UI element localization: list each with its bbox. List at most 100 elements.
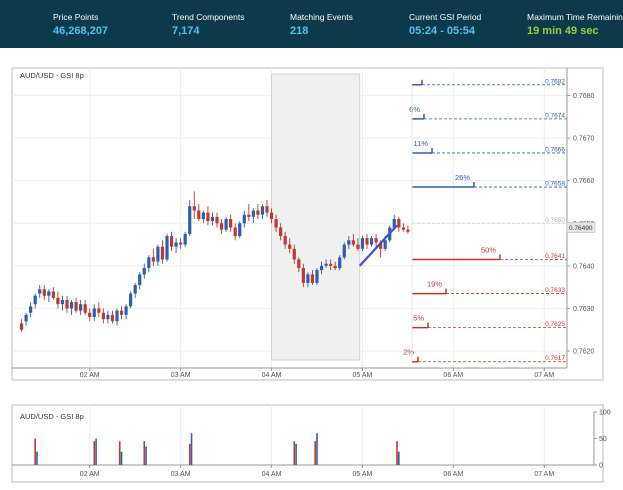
stat-label: Price Points	[53, 12, 99, 22]
volume-bar	[34, 438, 36, 465]
time-tick-label: 02 AM	[80, 372, 100, 379]
price-tick-label: 0.7680	[573, 93, 595, 100]
candle-body	[115, 310, 119, 322]
candle-body	[192, 206, 196, 211]
candle-body	[147, 257, 151, 268]
candle-body	[283, 236, 287, 245]
candle-body	[210, 216, 215, 222]
candle-body	[38, 289, 42, 294]
candle-body	[333, 265, 337, 268]
time-tick-label: 04 AM	[262, 372, 282, 379]
candle-body	[406, 229, 410, 232]
candle-body	[256, 210, 260, 215]
stat-label: Maximum Time Remaining	[527, 12, 623, 22]
projection-down-percent: 50%	[481, 245, 496, 254]
candle-body	[292, 248, 296, 260]
candle-body	[338, 257, 342, 268]
candle-body	[224, 219, 228, 230]
projection-up-price: 0.7666	[545, 146, 565, 153]
candle-body	[342, 244, 346, 258]
candle-body	[106, 314, 110, 320]
stat-value: 218	[290, 25, 309, 37]
volume-bar	[396, 441, 398, 465]
candle-body	[310, 274, 315, 283]
stat-label: Current GSI Period	[409, 12, 482, 22]
projection-up-percent: 26%	[455, 173, 470, 182]
volume-tick-label: 50	[599, 436, 607, 443]
candle-body	[174, 242, 178, 247]
volume-bar	[293, 441, 296, 465]
candle-body	[201, 212, 205, 219]
volume-panel-frame	[11, 404, 604, 483]
candle-body	[19, 323, 24, 330]
candle-body	[97, 308, 101, 313]
projection-down-percent: 19%	[427, 280, 442, 289]
candle-body	[233, 227, 237, 237]
price-chart[interactable]: 0.7620 0.7630 0.7640 0.7650 0.7660 0.7670 0.76…	[11, 67, 604, 381]
candle-body	[42, 289, 46, 296]
candle-body	[319, 265, 324, 271]
candle-body	[179, 242, 183, 245]
candle-body	[329, 263, 333, 266]
gsi-period-highlight	[271, 73, 361, 361]
stat-value: 19 min 49 sec	[527, 25, 599, 37]
stat-label: Matching Events	[290, 12, 353, 22]
candle-body	[360, 238, 365, 249]
candle-body	[88, 312, 92, 317]
candle-body	[374, 238, 378, 243]
candle-body	[288, 244, 292, 249]
time-tick-label: 03 AM	[171, 372, 191, 379]
candle-body	[265, 206, 269, 213]
volume-bar	[145, 446, 147, 465]
candle-body	[24, 314, 28, 322]
volume-tick-label: 100	[599, 410, 611, 417]
volume-bar	[143, 441, 146, 465]
current-price-box	[566, 222, 596, 233]
candle-body	[301, 268, 305, 283]
candle-body	[379, 242, 383, 249]
candle-body	[133, 285, 137, 294]
gsi-volume-chart: 02 AM 03 AM 04 AM 05 AM 06 AM 07 AM 100 50 0 AUD/…	[11, 404, 611, 483]
time-tick-label: 06 AM	[443, 471, 463, 478]
volume-tick-label: 0	[599, 463, 603, 470]
candle-body	[274, 219, 278, 228]
volume-bar	[36, 451, 38, 465]
stat-value: 05:24 - 05:54	[409, 25, 476, 37]
volume-bar	[398, 451, 400, 465]
price-tick-label: 0.7630	[573, 306, 595, 313]
projection-up-percent: 6%	[409, 105, 420, 114]
price-tick-label: 0.7660	[573, 178, 595, 185]
time-tick-label: 06 AM	[443, 372, 463, 379]
candle-body	[188, 206, 192, 234]
chart-area: 0.7620 0.7630 0.7640 0.7650 0.7660 0.7670 0.76…	[11, 67, 611, 483]
volume-bar	[95, 438, 97, 465]
candle-body	[401, 227, 405, 230]
candle-body	[297, 259, 301, 268]
projection-up-price: 0.7658	[545, 181, 565, 188]
projection-down-price: 0.7617	[545, 355, 565, 362]
candle-body	[183, 233, 187, 245]
volume-bar	[188, 443, 191, 465]
candle-body	[110, 314, 115, 322]
candle-body	[215, 216, 219, 224]
time-tick-label: 07 AM	[534, 372, 554, 379]
stats-bar: Price Points 46,268,207 Trend Components…	[0, 0, 623, 48]
candle-body	[306, 274, 310, 283]
candle-body	[347, 240, 351, 245]
stat-value: 46,268,207	[53, 25, 109, 37]
candle-body	[315, 270, 319, 283]
stat-value: 7,174	[172, 25, 200, 37]
candle-body	[119, 310, 124, 315]
price-tick-label: 0.7620	[573, 349, 595, 356]
volume-bar	[316, 433, 318, 465]
candle-body	[351, 240, 355, 245]
volume-chart-title: AUD/USD - GSI 8p	[20, 412, 84, 421]
candle-body	[206, 212, 210, 222]
time-tick-label: 03 AM	[171, 471, 191, 478]
stat-label: Trend Components	[172, 12, 245, 22]
projection-down-price: 0.7641	[545, 253, 565, 260]
candle-body	[324, 263, 328, 266]
candle-body	[365, 238, 369, 245]
candle-body	[101, 312, 105, 320]
candle-body	[151, 257, 155, 262]
